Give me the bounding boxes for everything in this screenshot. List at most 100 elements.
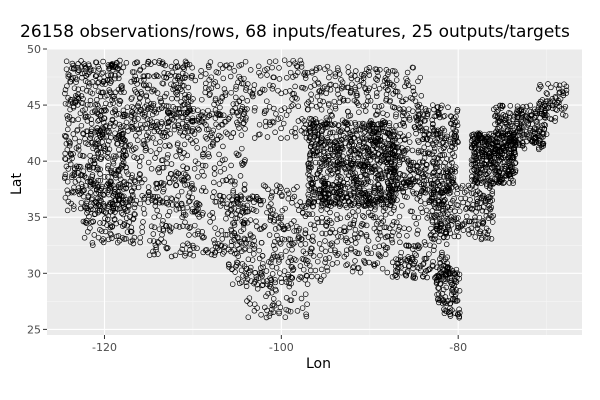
data-point — [313, 175, 320, 181]
data-point — [184, 223, 191, 230]
data-point — [64, 187, 70, 194]
data-point — [489, 219, 496, 225]
data-point — [404, 233, 410, 239]
data-point — [175, 170, 182, 177]
data-point — [440, 297, 447, 304]
data-point — [449, 282, 455, 288]
data-point — [244, 106, 250, 112]
data-point — [475, 150, 482, 156]
data-point — [221, 249, 227, 255]
data-point — [248, 206, 255, 212]
data-point — [543, 131, 550, 137]
data-point — [352, 234, 358, 241]
data-point — [159, 232, 165, 238]
data-point — [394, 219, 400, 226]
data-point — [371, 189, 377, 196]
data-point — [389, 173, 396, 180]
data-point — [432, 235, 438, 242]
data-point — [321, 150, 328, 156]
data-point — [446, 271, 452, 278]
data-point — [474, 196, 480, 202]
data-point — [455, 215, 461, 221]
data-point — [427, 132, 433, 138]
data-point — [97, 75, 103, 82]
data-point — [382, 205, 389, 211]
data-point — [183, 250, 189, 257]
data-point — [244, 219, 251, 226]
data-point — [256, 70, 262, 76]
data-point — [451, 133, 458, 139]
data-point — [494, 161, 500, 167]
data-point — [180, 223, 186, 229]
data-point — [171, 123, 178, 130]
data-point — [157, 123, 164, 130]
data-point — [137, 171, 143, 178]
data-point — [88, 67, 94, 74]
data-point — [189, 185, 196, 192]
data-point — [348, 89, 354, 95]
data-point — [444, 156, 450, 162]
data-point — [141, 82, 147, 89]
data-point — [143, 92, 150, 99]
data-point — [155, 73, 161, 80]
data-point — [192, 77, 199, 84]
data-point — [238, 248, 245, 254]
data-point — [87, 189, 94, 196]
data-point — [339, 117, 346, 123]
data-point — [502, 117, 508, 123]
data-point — [191, 166, 198, 172]
data-point — [62, 86, 69, 93]
data-point — [381, 224, 388, 231]
data-point — [247, 195, 253, 202]
data-point — [364, 176, 371, 183]
data-point — [343, 251, 350, 258]
data-point — [120, 130, 126, 137]
data-point — [119, 199, 126, 206]
data-point — [327, 129, 334, 136]
data-point — [270, 296, 277, 302]
data-point — [241, 246, 248, 253]
data-point — [345, 108, 351, 115]
data-point — [497, 102, 503, 109]
data-point — [451, 214, 457, 220]
data-point — [334, 189, 341, 195]
data-point — [334, 216, 340, 223]
data-point — [303, 311, 309, 317]
data-point — [329, 113, 335, 119]
data-point — [435, 204, 441, 211]
data-point — [118, 193, 125, 199]
data-point — [109, 223, 115, 229]
data-point — [325, 202, 332, 209]
data-point — [270, 74, 276, 81]
data-point — [305, 258, 311, 264]
data-point — [444, 204, 451, 210]
data-point — [317, 278, 324, 284]
data-point — [543, 90, 550, 96]
data-point — [333, 133, 340, 140]
data-point — [335, 122, 341, 129]
data-point — [78, 63, 85, 70]
data-point — [431, 169, 437, 176]
data-point — [204, 114, 211, 120]
data-point — [386, 166, 393, 172]
data-point — [119, 161, 125, 167]
data-point — [243, 265, 250, 272]
data-point — [415, 149, 422, 156]
data-point — [406, 226, 412, 232]
data-point — [275, 87, 281, 94]
data-point — [258, 312, 264, 318]
data-point — [252, 270, 258, 276]
data-point — [336, 160, 343, 167]
data-point — [253, 196, 259, 203]
data-point — [260, 260, 266, 267]
data-point — [334, 65, 341, 71]
data-point — [338, 77, 344, 83]
data-point — [78, 199, 85, 206]
data-point — [234, 119, 240, 126]
data-point — [389, 197, 395, 204]
data-point — [145, 129, 152, 136]
data-point — [448, 222, 455, 228]
data-point — [307, 221, 314, 228]
data-point — [144, 73, 151, 79]
